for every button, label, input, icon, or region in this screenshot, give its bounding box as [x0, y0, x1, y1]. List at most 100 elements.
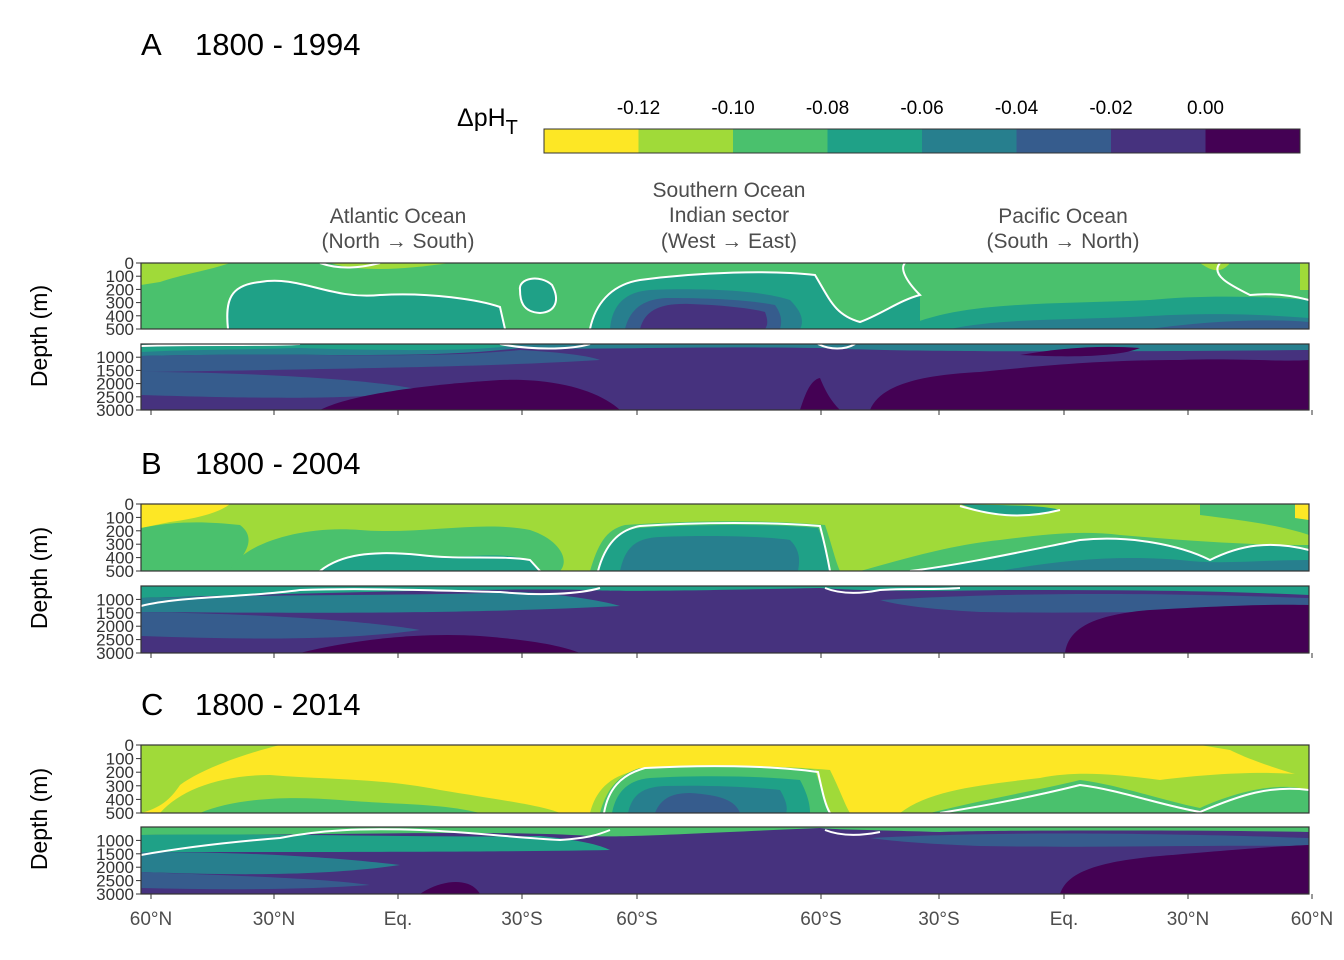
x-tick-label: 60°S: [800, 909, 841, 930]
panel-b-upper-frame: [140, 503, 1310, 572]
panel-title-b: B 1800 - 2004: [141, 446, 360, 481]
panel-letter-a: A: [141, 27, 162, 62]
contour-line: [518, 277, 557, 315]
x-tick-label: 60°S: [616, 909, 657, 930]
panel-a-upper-frame: [140, 262, 1310, 330]
y-tick-label: 1000: [96, 590, 134, 609]
field-patch: [1200, 263, 1230, 271]
field-patch: [141, 827, 1309, 837]
field-patch: [1020, 346, 1140, 357]
legend-swatch: [922, 129, 1017, 153]
region-pacific-line2: (South → North): [987, 230, 1140, 253]
contour-line: [141, 828, 611, 856]
field-patch: [141, 592, 620, 613]
contour-line: [319, 263, 381, 269]
panel-c: [140, 744, 1310, 895]
panel-b: [140, 503, 1310, 654]
y-tick-label: 100: [106, 750, 134, 769]
panel-c-upper-frame: [140, 744, 1310, 814]
legend-tick-label: 0.00: [1187, 98, 1224, 119]
legend-tick-label: -0.04: [995, 98, 1039, 119]
field-patch: [620, 536, 800, 571]
region-atlantic-line1: Atlantic Ocean: [330, 205, 467, 228]
legend-tick-label: -0.12: [617, 98, 660, 119]
region-headers: Atlantic Ocean (North → South) Southern …: [322, 179, 1140, 253]
legend-frame: [543, 128, 1301, 154]
field-patch: [640, 303, 768, 329]
y-tick-label: 2500: [96, 872, 134, 891]
legend: ΔpHT -0.12 -0.10 -0.08 -0.06 -0.04 -0.02 0.00: [457, 98, 1301, 154]
field-patch: [1200, 745, 1309, 778]
y-tick-label: 0: [125, 495, 134, 514]
panel-b-lower-field: [141, 586, 1309, 653]
y-tick-label: 0: [125, 254, 134, 273]
y-tick-label: 300: [106, 535, 134, 554]
field-patch: [320, 379, 620, 410]
field-patch: [141, 350, 600, 372]
y-tick-label: 200: [106, 522, 134, 541]
field-patch: [141, 852, 400, 875]
field-patch: [870, 359, 1309, 410]
x-axis-ticks: 60°N 30°N Eq. 30°S 60°S 60°S 30°S Eq. 30°N 60°N: [130, 410, 1333, 930]
panel-period-a: 1800 - 1994: [195, 27, 360, 62]
region-atlantic-line2: (North → South): [322, 230, 475, 253]
field-patch: [227, 280, 506, 329]
contour-line: [589, 263, 922, 329]
legend-swatch: [827, 129, 922, 153]
y-tick-label: 1000: [96, 831, 134, 850]
field-patch: [141, 263, 230, 285]
y-tick-label: 300: [106, 294, 134, 313]
contour-line: [909, 537, 1309, 571]
legend-swatch: [733, 129, 828, 153]
panel-letter-b: B: [141, 446, 162, 481]
legend-swatch: [1016, 129, 1111, 153]
field-patch: [1200, 504, 1309, 535]
panel-c-upper-field: [141, 745, 1309, 813]
panel-period-c: 1800 - 2014: [195, 687, 360, 722]
field-patch: [1295, 504, 1309, 520]
y-tick-label: 2000: [96, 375, 134, 394]
panel-a: [140, 262, 1310, 411]
field-patch: [141, 372, 420, 398]
y-tick-label: 2500: [96, 388, 134, 407]
y-tick-label: 400: [106, 790, 134, 809]
contour-line: [499, 344, 591, 350]
panel-a-upper-field: [141, 263, 1309, 329]
y-tick-label: 200: [106, 280, 134, 299]
panel-title-a: A 1800 - 1994: [141, 27, 360, 62]
legend-swatch: [1111, 129, 1206, 153]
region-southern-line1: Southern Ocean: [653, 179, 806, 202]
panel-b-upper-field: [141, 504, 1309, 571]
panel-period-b: 1800 - 2004: [195, 446, 360, 481]
legend-tick-label: -0.10: [711, 98, 754, 119]
field-patch: [519, 278, 556, 313]
y-tick-label: 2000: [96, 858, 134, 877]
field-patch: [930, 780, 1309, 813]
contour-line: [319, 552, 541, 571]
y-tick-label: 1500: [96, 845, 134, 864]
x-tick-label: Eq.: [1050, 909, 1079, 930]
panel-a-lower-frame: [140, 343, 1310, 411]
field-patch: [141, 612, 420, 639]
y-tick-label: 300: [106, 777, 134, 796]
y-tick-label: 1500: [96, 361, 134, 380]
field-patch: [141, 522, 249, 571]
x-tick-label: 30°N: [1167, 909, 1209, 930]
x-tick-label: 60°N: [130, 909, 172, 930]
field-patch: [141, 834, 610, 852]
legend-swatch: [1205, 129, 1300, 153]
y-tick-label: 400: [106, 307, 134, 326]
x-tick-label: 30°N: [253, 909, 295, 930]
region-southern-line2: Indian sector: [669, 204, 789, 227]
legend-swatch: [544, 129, 639, 153]
y-tick-label: 100: [106, 267, 134, 286]
x-tick-label: 60°N: [1291, 909, 1333, 930]
field-patch: [800, 378, 840, 410]
field-patch: [1150, 320, 1309, 329]
legend-title: ΔpHT: [457, 104, 518, 139]
y-axis-label-b: Depth (m): [26, 527, 52, 629]
y-tick-label: 500: [106, 562, 134, 581]
y-tick-label: 1500: [96, 604, 134, 623]
contour-line: [141, 587, 601, 607]
field-patch: [141, 586, 1309, 598]
